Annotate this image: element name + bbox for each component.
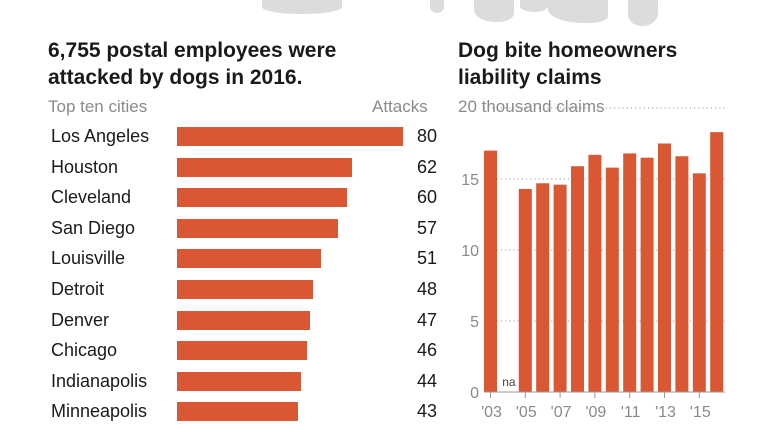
y-axis-label: 20 thousand claims bbox=[458, 97, 605, 116]
attack-value: 57 bbox=[416, 217, 437, 238]
category-axis-label: Top ten cities bbox=[48, 97, 148, 116]
missing-value-label: na bbox=[502, 375, 516, 389]
claims-bar bbox=[623, 153, 637, 392]
attack-bar bbox=[177, 341, 307, 361]
bar-row: Houston 62 bbox=[48, 154, 443, 185]
bar-row: Denver 47 bbox=[48, 307, 443, 338]
x-tick-label: '09 bbox=[585, 404, 606, 421]
attack-value: 60 bbox=[416, 187, 437, 208]
claims-bar bbox=[605, 167, 619, 392]
bar-row: Indianapolis 44 bbox=[48, 368, 443, 399]
y-tick-label: 5 bbox=[470, 314, 479, 331]
claims-bar bbox=[553, 184, 567, 392]
x-tick-label: '07 bbox=[551, 404, 572, 421]
chart-title: 6,755 postal employees were attacked by … bbox=[48, 39, 337, 89]
x-tick-label: '11 bbox=[621, 404, 641, 421]
chart-title: Dog bite homeowners liability claims bbox=[458, 39, 678, 89]
x-tick-label: '03 bbox=[481, 404, 502, 421]
bar-row: Chicago 46 bbox=[48, 337, 443, 368]
bar-row: Los Angeles 80 bbox=[48, 123, 443, 154]
claims-bar bbox=[588, 154, 602, 392]
x-tick-label: '13 bbox=[655, 404, 676, 421]
attack-bar bbox=[177, 402, 299, 422]
attack-value: 62 bbox=[416, 156, 437, 177]
city-label: Los Angeles bbox=[51, 126, 150, 146]
claims-bar bbox=[675, 156, 689, 392]
attack-value: 47 bbox=[416, 309, 437, 330]
claims-bar bbox=[518, 188, 532, 392]
claims-bar bbox=[484, 150, 497, 392]
city-label: Chicago bbox=[51, 340, 118, 361]
claims-bar bbox=[692, 173, 706, 392]
city-label: San Diego bbox=[51, 217, 136, 238]
attack-bar bbox=[177, 157, 353, 177]
attack-value: 44 bbox=[416, 370, 437, 391]
claims-bar bbox=[571, 166, 584, 392]
city-label: Indianapolis bbox=[51, 370, 148, 391]
attack-value: 80 bbox=[416, 126, 437, 146]
city-label: Cleveland bbox=[51, 187, 132, 208]
attack-bar bbox=[177, 249, 322, 269]
attack-bar bbox=[177, 218, 339, 238]
attack-value: 51 bbox=[416, 248, 437, 269]
claims-bar bbox=[536, 183, 550, 392]
city-label: Louisville bbox=[51, 248, 126, 269]
bar-row: Louisville 51 bbox=[48, 245, 443, 276]
y-tick-label: 15 bbox=[461, 172, 479, 189]
attack-bar bbox=[177, 371, 302, 391]
city-label: Detroit bbox=[51, 279, 105, 299]
x-tick-label: '15 bbox=[690, 404, 711, 421]
attack-bar bbox=[177, 188, 347, 208]
attack-value: 48 bbox=[416, 279, 437, 299]
attack-value: 43 bbox=[416, 401, 437, 422]
bar-row: Minneapolis 43 bbox=[48, 398, 443, 429]
bar-row: Detroit 48 bbox=[48, 276, 443, 307]
value-axis-label: Attacks bbox=[372, 97, 428, 116]
city-label: Houston bbox=[51, 156, 119, 177]
y-tick-label: 0 bbox=[470, 385, 479, 402]
y-tick-label: 10 bbox=[461, 243, 479, 260]
attack-bar bbox=[177, 280, 313, 299]
attack-value: 46 bbox=[416, 340, 437, 361]
claims-bar bbox=[658, 143, 671, 392]
claims-bar bbox=[640, 157, 654, 392]
city-label: Denver bbox=[51, 309, 110, 330]
city-label: Minneapolis bbox=[51, 401, 148, 422]
claims-bar bbox=[710, 132, 724, 392]
bar-row: San Diego 57 bbox=[48, 215, 443, 246]
attack-bar bbox=[177, 310, 310, 330]
x-tick-label: '05 bbox=[516, 404, 537, 421]
attack-bar bbox=[177, 127, 403, 146]
bar-row: Cleveland 60 bbox=[48, 184, 443, 215]
